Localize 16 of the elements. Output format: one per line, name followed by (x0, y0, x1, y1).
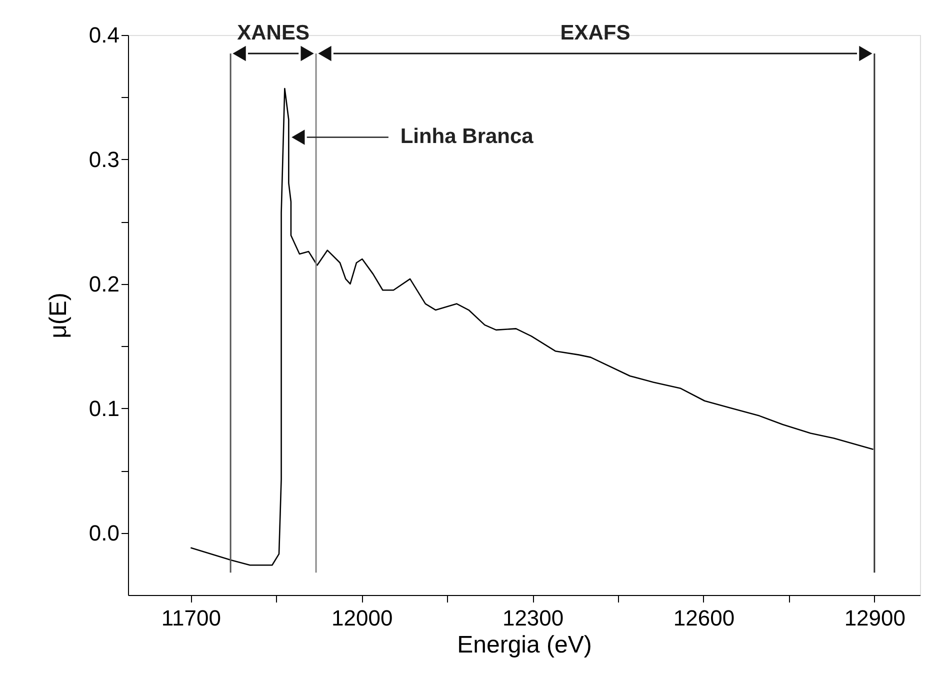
x-tick-label: 11700 (161, 606, 221, 630)
annotation: XANES (237, 21, 310, 44)
line-series (190, 88, 874, 566)
x-tick-label: 12000 (332, 606, 393, 630)
annotation: EXAFS (560, 21, 630, 44)
x-axis-title: Energia (eV) (457, 632, 592, 658)
y-tick-label: 0.2 (88, 271, 120, 296)
x-tick-label: 12900 (844, 606, 906, 630)
y-tick-label: 0.3 (88, 146, 120, 172)
x-tick-label: 12600 (673, 606, 735, 630)
y-tick-label: 0.0 (88, 520, 120, 546)
y-tick-label: 0.1 (88, 396, 120, 421)
annotation: Linha Branca (400, 125, 534, 148)
x-tick-label: 12300 (502, 606, 564, 630)
y-axis-title: μ(E) (44, 292, 72, 338)
y-tick-label: 0.4 (88, 22, 120, 48)
